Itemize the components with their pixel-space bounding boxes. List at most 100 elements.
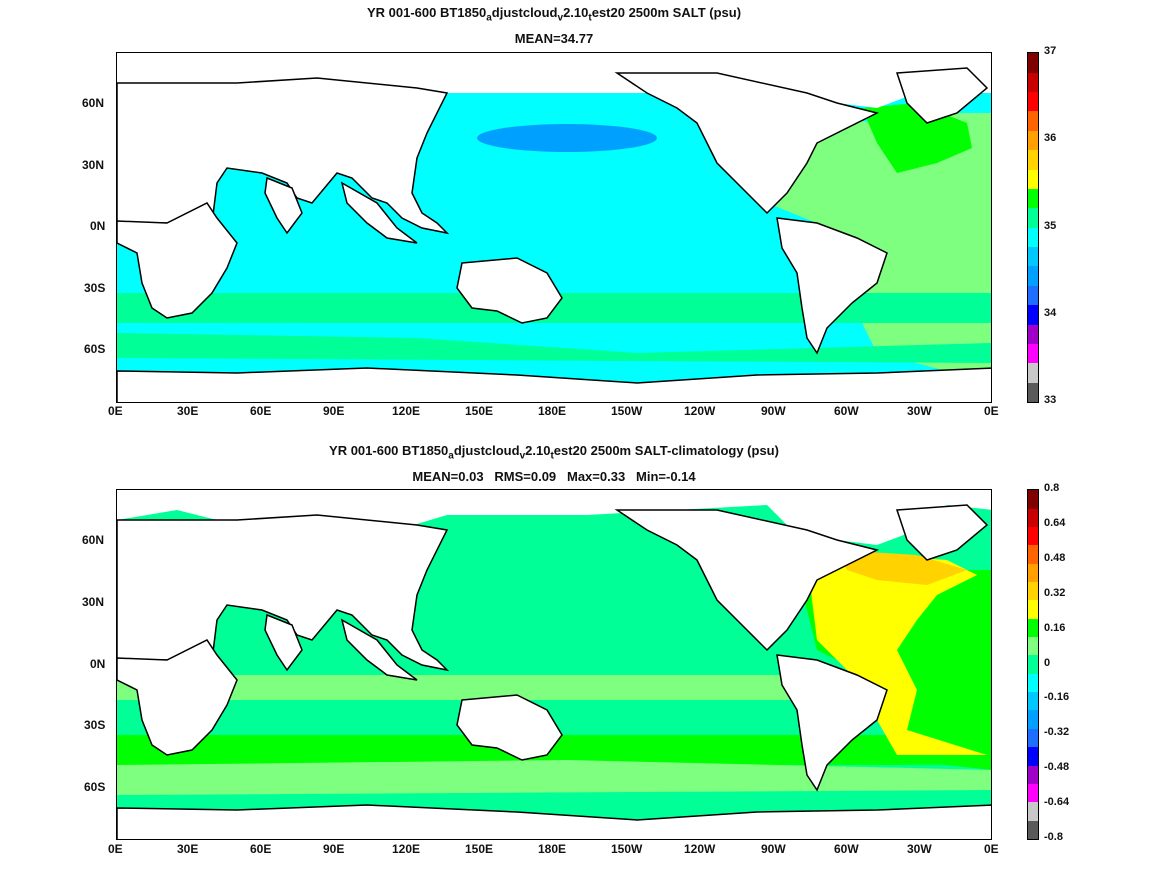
bottom-colorbar-tick: 0 <box>1044 656 1051 669</box>
bottom-colorbar-tick: -0.48 <box>1044 761 1070 774</box>
bottom-colorbar-segment <box>1028 600 1038 619</box>
bottom-map-svg <box>117 490 991 839</box>
south-america-landmass <box>776 217 888 355</box>
top-lat-tick-30s: 30S <box>84 281 106 295</box>
bottom-greenland-landmass <box>895 504 989 561</box>
top-lon-tick: 120W <box>684 404 716 418</box>
top-lat-tick-60n: 60N <box>82 96 105 110</box>
bottom-colorbar-segment <box>1028 820 1038 839</box>
top-colorbar-tick: 37 <box>1044 45 1057 57</box>
bottom-colorbar-segment <box>1028 637 1038 656</box>
top-colorbar-segment <box>1028 305 1038 325</box>
top-lon-tick: 60W <box>834 404 859 418</box>
top-colorbar-segment <box>1028 324 1038 344</box>
bottom-colorbar-tick: 0.32 <box>1044 586 1066 599</box>
bottom-colorbar-segment <box>1028 618 1038 638</box>
bottom-colorbar-segment <box>1028 710 1038 729</box>
bottom-lon-tick: 90W <box>761 842 786 856</box>
bottom-colorbar-segment <box>1028 655 1038 674</box>
top-lon-tick: 0E <box>984 404 999 418</box>
bottom-colorbar-segment <box>1028 783 1038 803</box>
top-colorbar-segment <box>1028 130 1038 151</box>
top-colorbar-segment <box>1028 111 1038 131</box>
bottom-colorbar-segment <box>1028 692 1038 711</box>
top-colorbar-tick: 36 <box>1044 132 1057 145</box>
bottom-lat-tick-60n: 60N <box>82 533 105 547</box>
india-landmass <box>264 176 303 235</box>
bottom-colorbar <box>1027 489 1039 840</box>
top-colorbar-segment <box>1028 363 1038 383</box>
top-lon-tick: 120E <box>392 404 421 418</box>
top-lon-tick: 90E <box>323 404 345 418</box>
bottom-lon-tick: 60W <box>834 842 859 856</box>
bottom-atlantic-orange <box>837 550 967 585</box>
bottom-lon-tick: 30E <box>177 842 199 856</box>
bottom-colorbar-segment <box>1028 490 1038 509</box>
bottom-lon-tick: 60E <box>250 842 272 856</box>
bottom-atlantic-yellow <box>807 550 987 755</box>
bottom-colorbar-segment <box>1028 508 1038 527</box>
top-colorbar-segment <box>1028 150 1038 170</box>
bottom-colorbar-tick: -0.16 <box>1044 691 1070 704</box>
bottom-lon-tick: 0E <box>984 842 999 856</box>
bottom-eurasia-landmass <box>117 514 450 672</box>
bottom-colorbar-tick: -0.32 <box>1044 726 1070 739</box>
top-north-pacific-low <box>477 124 657 152</box>
bottom-india-landmass <box>264 613 303 672</box>
top-colorbar-tick: 35 <box>1044 219 1057 232</box>
top-colorbar-segment <box>1028 92 1038 112</box>
bottom-colorbar-segment <box>1028 581 1038 601</box>
top-colorbar-segment <box>1028 188 1038 209</box>
greenland-landmass <box>895 67 989 124</box>
bottom-colorbar-segment <box>1028 526 1038 546</box>
top-southern-band-2 <box>117 333 991 363</box>
top-colorbar-segment <box>1028 72 1038 92</box>
bottom-colorbar-segment <box>1028 802 1038 821</box>
bottom-southern-light-band-2 <box>117 760 991 795</box>
bottom-colorbar-segment <box>1028 545 1038 564</box>
bottom-colorbar-tick: 0.8 <box>1044 482 1060 494</box>
bottom-colorbar-tick: -0.64 <box>1044 796 1070 809</box>
bottom-lon-tick: 0E <box>108 842 123 856</box>
bottom-south-america-landmass <box>776 654 888 792</box>
bottom-lat-tick-30n: 30N <box>82 595 105 609</box>
top-title: YR 001-600 BT1850adjustcloudv2.10test20 … <box>366 5 742 24</box>
bottom-lon-tick: 90E <box>323 842 345 856</box>
top-lon-tick: 150E <box>465 404 494 418</box>
bottom-lon-tick: 180E <box>538 842 567 856</box>
top-lon-tick: 60E <box>250 404 272 418</box>
antarctica-landmass <box>117 367 991 402</box>
top-colorbar-tick: 33 <box>1044 394 1057 406</box>
top-colorbar <box>1027 52 1039 403</box>
australia-landmass <box>456 257 563 324</box>
bottom-colorbar-segment <box>1028 563 1038 582</box>
top-lon-tick: 180E <box>538 404 567 418</box>
bottom-africa-landmass <box>117 639 238 756</box>
top-colorbar-segment <box>1028 227 1038 247</box>
bottom-lat-tick-30s: 30S <box>84 718 106 732</box>
bottom-colorbar-segment <box>1028 673 1038 693</box>
top-lat-tick-0n: 0N <box>90 219 106 233</box>
bottom-lon-tick: 30W <box>907 842 932 856</box>
bottom-map <box>116 489 992 840</box>
top-lat-tick-30n: 30N <box>82 158 105 172</box>
top-map-svg <box>117 53 991 402</box>
bottom-colorbar-segment <box>1028 728 1038 748</box>
bottom-colorbar-tick: 0.16 <box>1044 621 1066 634</box>
bottom-lat-tick-0n: 0N <box>90 657 106 671</box>
bottom-title: YR 001-600 BT1850adjustcloudv2.10test20 … <box>329 443 779 462</box>
top-colorbar-segment <box>1028 382 1038 402</box>
top-lon-tick: 30E <box>177 404 199 418</box>
bottom-north-america-landmass <box>614 509 880 652</box>
eurasia-landmass <box>117 77 450 235</box>
top-lon-tick: 30W <box>907 404 932 418</box>
bottom-colorbar-tick: 0.48 <box>1044 551 1066 564</box>
top-colorbar-segment <box>1028 343 1038 364</box>
africa-landmass <box>117 202 238 319</box>
top-lon-tick: 150W <box>611 404 643 418</box>
north-america-landmass <box>614 72 880 215</box>
bottom-antarctica-landmass <box>117 804 991 839</box>
top-subtitle: MEAN=34.77 <box>514 31 594 46</box>
bottom-lon-tick: 120E <box>392 842 421 856</box>
top-colorbar-segment <box>1028 169 1038 189</box>
